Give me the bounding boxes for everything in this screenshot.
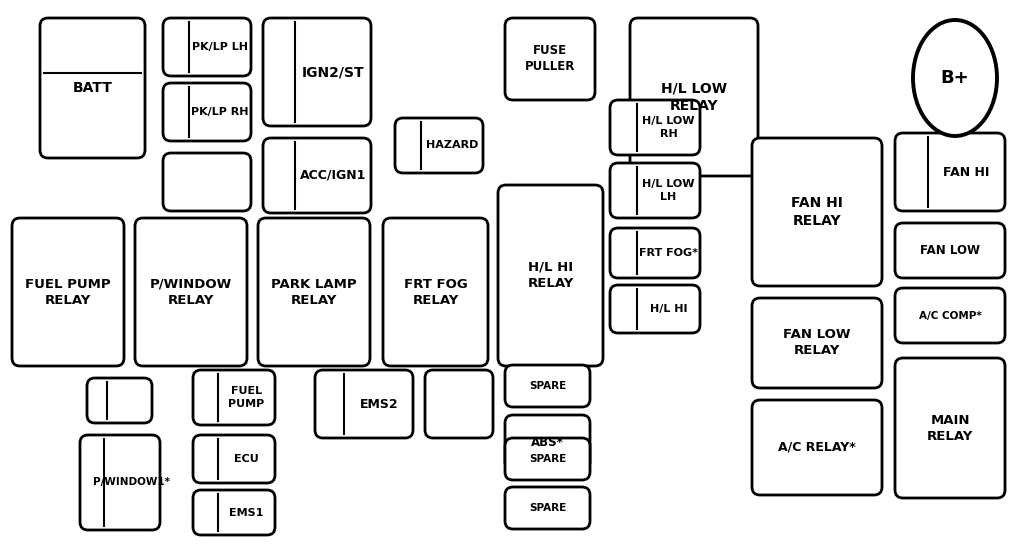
FancyBboxPatch shape (895, 288, 1005, 343)
Text: EMS1: EMS1 (229, 508, 263, 518)
FancyBboxPatch shape (263, 18, 371, 126)
FancyBboxPatch shape (610, 163, 700, 218)
FancyBboxPatch shape (630, 18, 758, 176)
FancyBboxPatch shape (505, 18, 595, 100)
FancyBboxPatch shape (505, 415, 590, 470)
Text: EMS2: EMS2 (359, 397, 398, 410)
Text: A/C COMP*: A/C COMP* (919, 310, 981, 320)
FancyBboxPatch shape (752, 298, 882, 388)
Text: ABS*: ABS* (531, 436, 564, 449)
FancyBboxPatch shape (193, 435, 275, 483)
Text: FUEL PUMP
RELAY: FUEL PUMP RELAY (26, 277, 111, 306)
Text: P/WINDOW
RELAY: P/WINDOW RELAY (150, 277, 232, 306)
FancyBboxPatch shape (12, 218, 124, 366)
FancyBboxPatch shape (263, 138, 371, 213)
FancyBboxPatch shape (610, 100, 700, 155)
Text: FAN LOW: FAN LOW (920, 244, 980, 257)
Text: IGN2/ST: IGN2/ST (302, 65, 365, 79)
Text: BATT: BATT (73, 81, 113, 95)
FancyBboxPatch shape (87, 378, 152, 423)
Text: H/L LOW
LH: H/L LOW LH (642, 179, 694, 202)
Text: PK/LP LH: PK/LP LH (193, 42, 248, 52)
FancyBboxPatch shape (498, 185, 603, 366)
Text: HAZARD: HAZARD (426, 140, 478, 150)
Text: FAN HI: FAN HI (943, 165, 989, 178)
FancyBboxPatch shape (135, 218, 247, 366)
Text: MAIN
RELAY: MAIN RELAY (927, 414, 973, 443)
FancyBboxPatch shape (193, 490, 275, 535)
FancyBboxPatch shape (895, 133, 1005, 211)
FancyBboxPatch shape (425, 370, 493, 438)
FancyBboxPatch shape (610, 228, 700, 278)
FancyBboxPatch shape (40, 18, 145, 158)
Text: H/L HI
RELAY: H/L HI RELAY (527, 261, 573, 290)
Text: A/C RELAY*: A/C RELAY* (778, 441, 856, 454)
Text: ECU: ECU (233, 454, 259, 464)
Text: SPARE: SPARE (528, 454, 566, 464)
FancyBboxPatch shape (258, 218, 370, 366)
FancyBboxPatch shape (315, 370, 413, 438)
FancyBboxPatch shape (193, 370, 275, 425)
Text: PARK LAMP
RELAY: PARK LAMP RELAY (271, 277, 356, 306)
FancyBboxPatch shape (752, 138, 882, 286)
Text: FUEL
PUMP: FUEL PUMP (228, 386, 264, 409)
FancyBboxPatch shape (895, 358, 1005, 498)
Text: P/WINDOW1*: P/WINDOW1* (93, 477, 171, 487)
Text: FAN LOW
RELAY: FAN LOW RELAY (783, 329, 851, 358)
Text: H/L HI: H/L HI (650, 304, 687, 314)
Text: SPARE: SPARE (528, 381, 566, 391)
Text: FUSE
PULLER: FUSE PULLER (525, 45, 575, 73)
Text: SPARE: SPARE (528, 503, 566, 513)
FancyBboxPatch shape (610, 285, 700, 333)
Text: FRT FOG
RELAY: FRT FOG RELAY (403, 277, 467, 306)
FancyBboxPatch shape (163, 18, 251, 76)
FancyBboxPatch shape (163, 153, 251, 211)
Text: ACC/IGN1: ACC/IGN1 (300, 169, 367, 182)
FancyBboxPatch shape (505, 438, 590, 480)
FancyBboxPatch shape (395, 118, 483, 173)
FancyBboxPatch shape (383, 218, 488, 366)
FancyBboxPatch shape (895, 223, 1005, 278)
Text: PK/LP RH: PK/LP RH (191, 107, 249, 117)
FancyBboxPatch shape (505, 365, 590, 407)
FancyBboxPatch shape (163, 83, 251, 141)
Text: B+: B+ (941, 69, 970, 87)
Text: FRT FOG*: FRT FOG* (639, 248, 698, 258)
Ellipse shape (913, 20, 997, 136)
FancyBboxPatch shape (752, 400, 882, 495)
FancyBboxPatch shape (505, 487, 590, 529)
Text: FAN HI
RELAY: FAN HI RELAY (792, 196, 843, 228)
Text: H/L LOW
RH: H/L LOW RH (642, 116, 694, 139)
Text: H/L LOW
RELAY: H/L LOW RELAY (662, 82, 727, 113)
FancyBboxPatch shape (80, 435, 160, 530)
